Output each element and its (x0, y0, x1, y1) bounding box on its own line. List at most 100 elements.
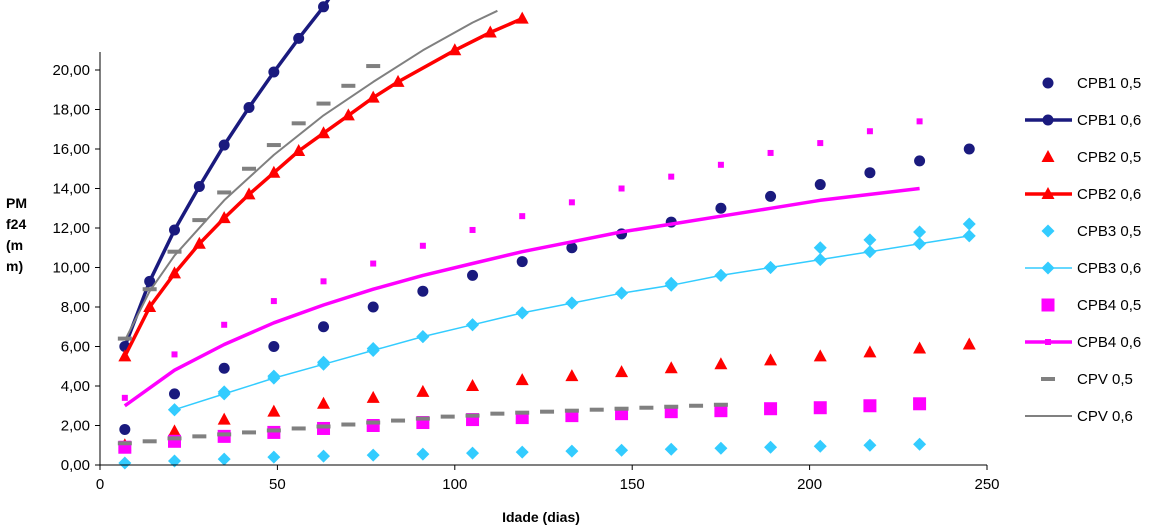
legend-item-cpb1-0-5: CPB1 0,5 (1042, 75, 1141, 92)
data-point (167, 436, 182, 441)
data-point (169, 224, 181, 236)
data-point (316, 101, 331, 106)
data-point (366, 343, 380, 357)
x-tick-label: 50 (269, 476, 286, 493)
data-point (117, 441, 132, 446)
data-point (664, 361, 678, 374)
legend: CPB1 0,5 CPB1 0,6 CPB2 0,5 CPB2 0,6 CPB3 0,5… (1025, 75, 1141, 425)
data-point (714, 268, 728, 282)
data-point (614, 406, 629, 411)
series-cpb4-0-6 (121, 118, 923, 408)
data-point (143, 300, 157, 312)
data-point (291, 121, 306, 126)
data-point (267, 404, 281, 417)
data-point (813, 401, 827, 415)
data-point (242, 166, 257, 171)
data-point (814, 179, 826, 191)
data-point (962, 337, 976, 350)
data-point (419, 242, 426, 249)
data-point (193, 181, 205, 193)
data-point (519, 213, 526, 220)
data-point (767, 149, 774, 156)
data-point (448, 43, 462, 56)
plot-series (117, 0, 976, 470)
data-point (515, 445, 529, 459)
data-point (317, 357, 331, 371)
data-point (863, 399, 877, 413)
data-point (817, 140, 824, 147)
data-point (764, 353, 778, 366)
data-point (317, 396, 331, 409)
data-point (764, 440, 778, 454)
legend-marker (1041, 377, 1055, 381)
data-point (217, 387, 231, 401)
data-point (515, 410, 530, 415)
data-point (217, 412, 231, 425)
data-point (914, 155, 926, 167)
data-point (144, 275, 156, 287)
data-point (167, 249, 182, 254)
data-point (639, 405, 654, 410)
data-point (366, 448, 380, 462)
legend-label: CPB1 0,5 (1077, 75, 1141, 92)
legend-item-cpb3-0-5: CPB3 0,5 (1041, 223, 1141, 240)
y-tick-label: 4,00 (61, 378, 90, 395)
data-point (615, 286, 629, 300)
legend-label: CPB3 0,6 (1077, 260, 1141, 277)
data-point (962, 229, 976, 243)
y-axis-title-line-4: m) (6, 258, 23, 274)
data-point (217, 211, 231, 224)
legend-item-cpb2-0-6: CPB2 0,6 (1025, 186, 1141, 203)
legend-label: CPB2 0,5 (1077, 149, 1141, 166)
data-point (913, 397, 927, 411)
data-point (142, 287, 157, 292)
data-point (168, 266, 182, 279)
data-point (417, 285, 429, 297)
data-point (270, 298, 277, 305)
data-point (913, 237, 927, 251)
axes: 0 50 100 150 200 250 0,00 2,00 4,00 6,00 8,00 10,00… (52, 52, 1000, 493)
data-point (863, 438, 877, 452)
legend-marker (1045, 339, 1051, 345)
legend-label: CPB4 0,5 (1077, 297, 1141, 314)
data-point (217, 432, 232, 437)
data-point (169, 388, 181, 400)
data-point (515, 373, 529, 386)
data-point (242, 187, 256, 200)
legend-item-cpb4-0-5: CPB4 0,5 (1041, 297, 1141, 314)
data-point (863, 233, 877, 247)
series-cpb3-0-6 (168, 229, 976, 417)
data-point (465, 413, 480, 418)
data-point (516, 256, 528, 268)
legend-marker (1041, 224, 1055, 238)
y-tick-label: 12,00 (52, 220, 90, 237)
data-point (764, 402, 778, 416)
data-point (565, 444, 579, 458)
data-point (963, 143, 975, 155)
data-point (218, 139, 230, 151)
data-point (664, 442, 678, 456)
data-point (962, 217, 976, 231)
series-line (123, 186, 920, 408)
data-point (813, 253, 827, 267)
legend-label: CPB3 0,5 (1077, 223, 1141, 240)
data-point (416, 447, 430, 461)
data-point (440, 414, 455, 419)
data-point (318, 321, 330, 333)
data-point (864, 167, 876, 179)
legend-label: CPB1 0,6 (1077, 112, 1141, 129)
series-cpb4-0-5 (118, 397, 927, 454)
y-tick-label: 20,00 (52, 62, 90, 79)
data-point (813, 439, 827, 453)
data-point (566, 242, 578, 254)
data-point (367, 301, 379, 313)
data-point (483, 25, 497, 38)
data-point (415, 416, 430, 421)
data-point (317, 449, 331, 463)
legend-item-cpv-0-5: CPV 0,5 (1041, 371, 1133, 388)
data-point (192, 218, 207, 223)
legend-item-cpb1-0-6: CPB1 0,6 (1025, 112, 1141, 129)
data-point (318, 1, 330, 13)
data-point (341, 422, 356, 427)
data-point (142, 439, 157, 444)
